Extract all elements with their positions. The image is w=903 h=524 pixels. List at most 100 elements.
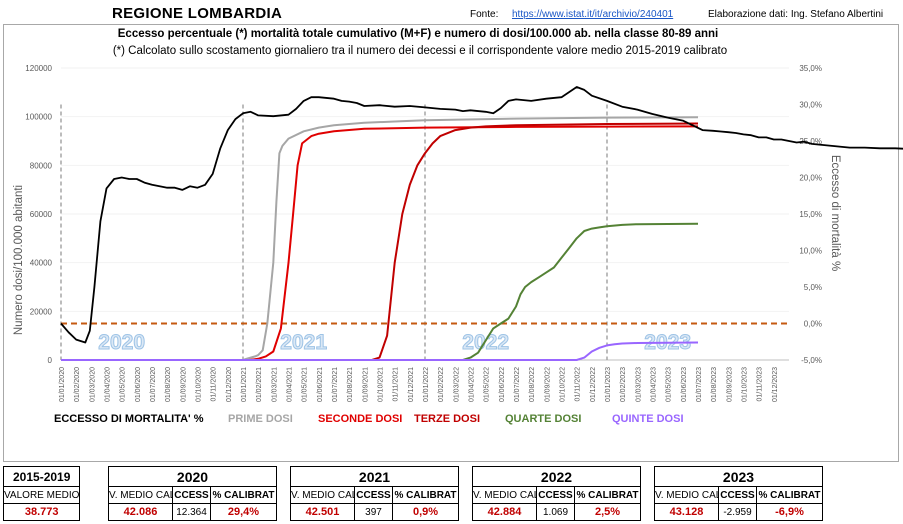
x-tick-label: 01/06/2023 [681, 367, 688, 402]
hdr-calibrato: % CALIBRAT [756, 486, 823, 504]
mortality-doses-chart: Eccesso percentuale (*) mortalità totale… [13, 28, 903, 402]
x-tick-label: 01/09/2023 [726, 367, 733, 402]
table-2022: 2022 V. MEDIO CAL CCESS% CALIBRAT 42.884 1… [472, 466, 641, 521]
x-tick-label: 01/09/2021 [362, 367, 369, 402]
series-line-quarte-dosi [61, 222, 699, 361]
val-calibrato: 2,5% [574, 503, 641, 521]
chart-frame [3, 24, 899, 462]
x-tick-label: 01/09/2020 [180, 367, 187, 402]
x-axis-ticks: 01/01/2020 01/02/2020 01/03/2020 01/04/2020… [59, 367, 779, 402]
x-tick-label: 01/07/2020 [150, 367, 157, 402]
y-axis-label: Numero dosi/100.000 abitanti [13, 185, 25, 335]
y2-axis-ticks: -5,0% 0,0% 5,0% 10,0% 15,0% 20,0% 25,0% 30,0% 35… [799, 64, 822, 365]
val-medio: 42.086 [108, 503, 173, 521]
x-tick-label: 01/04/2020 [105, 367, 112, 402]
x-tick-label: 01/07/2023 [696, 367, 703, 402]
source-label: Fonte: [470, 9, 499, 20]
x-tick-label: 01/02/2023 [620, 367, 627, 402]
x-tick-label: 01/09/2022 [544, 367, 551, 402]
y-tick-label: 40000 [30, 259, 53, 268]
hdr-medio: V. MEDIO CAL [654, 486, 719, 504]
x-tick-label: 01/01/2023 [605, 367, 612, 402]
x-tick-label: 01/03/2021 [271, 367, 278, 402]
legend-quarte: QUARTE DOSI [505, 413, 582, 425]
legend-prime: PRIME DOSI [228, 413, 293, 425]
val-medio: 42.884 [472, 503, 537, 521]
y2-tick-label: 5,0% [804, 283, 822, 292]
year-2021: 2021 [290, 466, 459, 487]
hdr-medio: V. MEDIO CAL [108, 486, 173, 504]
table-2023: 2023 V. MEDIO CAL CCESS% CALIBRAT 43.128-… [654, 466, 823, 521]
y-tick-label: 20000 [30, 307, 53, 316]
x-tick-label: 01/11/2020 [211, 367, 218, 402]
year-2023: 2023 [654, 466, 823, 487]
x-tick-label: 01/10/2022 [560, 367, 567, 402]
val-calibrato: 29,4% [210, 503, 277, 521]
x-tick-label: 01/08/2020 [165, 367, 172, 402]
year-watermark-2021: 2021 [280, 331, 327, 354]
y-tick-label: 120000 [25, 64, 52, 73]
year-watermark-2020: 2020 [98, 331, 145, 354]
val-eccesso: 12.364 [172, 503, 211, 521]
x-tick-label: 01/01/2022 [423, 367, 430, 402]
series-line-terze-dosi [61, 122, 699, 361]
y2-tick-label: 25,0% [799, 137, 822, 146]
chart-grid [60, 67, 789, 361]
table-base: 2015-2019 VALORE MEDIO 38.773 [2, 466, 81, 521]
x-tick-label: 01/12/2020 [226, 367, 233, 402]
y-tick-label: 80000 [30, 161, 53, 170]
x-tick-label: 01/05/2023 [666, 367, 673, 402]
x-tick-label: 01/07/2021 [332, 367, 339, 402]
hdr-calibrato: % CALIBRAT [574, 486, 641, 504]
series-lines [60, 86, 903, 361]
x-tick-label: 01/02/2021 [256, 367, 263, 402]
val-eccesso: -2.959 [718, 503, 757, 521]
x-tick-label: 01/08/2021 [347, 367, 354, 402]
y2-tick-label: -5,0% [801, 356, 822, 365]
x-tick-label: 01/10/2020 [196, 367, 203, 402]
y2-tick-label: 35,0% [799, 64, 822, 73]
chart-subtitle: (*) Calcolato sullo scostamento giornali… [113, 45, 727, 57]
series-line-seconde-dosi [61, 125, 699, 361]
table-2020: 2020 V. MEDIO CAL CCESS% CALIBRAT 42.086 1… [108, 466, 277, 521]
x-tick-label: 01/05/2020 [120, 367, 127, 402]
val-calibrato: 0,9% [392, 503, 459, 521]
x-tick-label: 01/05/2022 [484, 367, 491, 402]
y2-tick-label: 15,0% [799, 210, 822, 219]
y2-axis-label: Eccesso di mortalità % [829, 155, 841, 271]
y-tick-label: 0 [48, 356, 53, 365]
x-tick-label: 01/08/2023 [711, 367, 718, 402]
legend-terze: TERZE DOSI [414, 413, 481, 425]
x-tick-label: 01/04/2022 [469, 367, 476, 402]
table-2021: 2021 V. MEDIO CAL CCESS% CALIBRAT 42.501 3… [290, 466, 459, 521]
header: REGIONE LOMBARDIA Fonte: https://www.ist… [0, 0, 903, 24]
legend-quinte: QUINTE DOSI [612, 413, 684, 425]
x-tick-label: 01/03/2023 [635, 367, 642, 402]
x-tick-label: 01/04/2023 [651, 367, 658, 402]
y2-tick-label: 10,0% [799, 247, 822, 256]
hdr-eccesso: CCESS [172, 486, 211, 504]
x-tick-label: 01/12/2022 [590, 367, 597, 402]
series-line-quinte-dosi [61, 341, 699, 361]
x-tick-label: 01/04/2021 [287, 367, 294, 402]
source-link[interactable]: https://www.istat.it/it/archivio/240401 [512, 9, 674, 20]
base-header: VALORE MEDIO [2, 486, 81, 504]
legend-seconde: SECONDE DOSI [318, 413, 403, 425]
series-line-eccesso-di-mortalita [60, 86, 903, 344]
x-tick-label: 01/02/2022 [438, 367, 445, 402]
x-tick-label: 01/11/2022 [575, 367, 582, 402]
x-tick-label: 01/08/2022 [529, 367, 536, 402]
x-tick-label: 01/01/2021 [241, 367, 248, 402]
hdr-eccesso: CCESS [354, 486, 393, 504]
year-2022: 2022 [472, 466, 641, 487]
base-year: 2015-2019 [2, 466, 81, 487]
y-tick-label: 60000 [30, 210, 53, 219]
x-tick-label: 01/05/2021 [302, 367, 309, 402]
region-title: REGIONE LOMBARDIA [112, 5, 283, 22]
base-value: 38.773 [2, 503, 81, 521]
x-tick-label: 01/01/2020 [59, 367, 66, 402]
x-tick-label: 01/12/2023 [772, 367, 779, 402]
x-tick-label: 01/06/2021 [317, 367, 324, 402]
x-tick-label: 01/06/2022 [499, 367, 506, 402]
year-2020: 2020 [108, 466, 277, 487]
